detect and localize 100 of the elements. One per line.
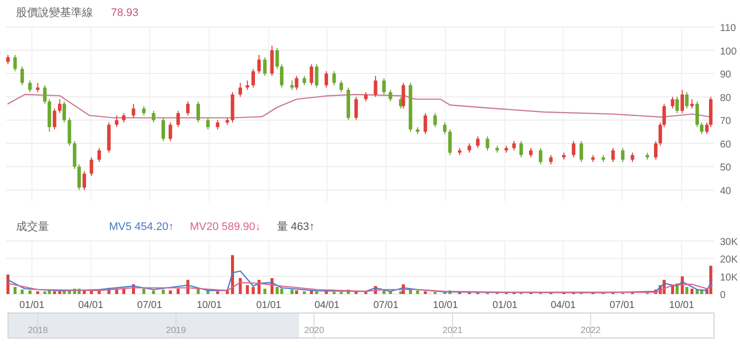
bar	[416, 290, 420, 294]
candlestick	[6, 54, 10, 65]
candlestick	[621, 148, 624, 163]
bar	[152, 290, 156, 294]
x2-tick-label: 2020	[304, 325, 324, 335]
candlestick	[90, 156, 94, 176]
candlestick	[162, 117, 166, 142]
y-tick-label: 0	[720, 290, 726, 301]
candlestick	[324, 70, 328, 88]
x2-tick-label: 2018	[28, 325, 48, 335]
candlestick	[538, 148, 542, 165]
candlestick	[77, 164, 81, 190]
bar	[290, 290, 294, 294]
candlestick	[275, 47, 279, 70]
x2-tick-label: 2021	[442, 325, 463, 335]
candlestick	[468, 142, 472, 154]
candlestick	[339, 80, 343, 93]
bar	[162, 290, 165, 294]
bar	[246, 285, 249, 294]
candlestick	[58, 98, 62, 114]
candlestick	[270, 45, 274, 76]
candlestick	[549, 154, 553, 165]
candlestick	[654, 140, 658, 160]
candlestick	[310, 64, 314, 86]
x-tick-label: 07/01	[610, 300, 636, 311]
text: 量 463↑	[276, 221, 315, 233]
candlestick	[122, 112, 126, 123]
y-tick-label: 110	[720, 23, 736, 34]
candlestick	[280, 64, 284, 88]
y-tick-label: 40	[720, 186, 732, 197]
y-tick-label: 10K	[720, 272, 738, 284]
bar	[315, 291, 318, 294]
chart-subtitle: 78.93	[111, 7, 139, 19]
candlestick	[364, 92, 368, 102]
candlestick	[168, 122, 172, 142]
candlestick	[680, 89, 684, 114]
bar	[276, 286, 279, 294]
y-tick-label: 50	[720, 162, 732, 174]
bar	[168, 290, 172, 294]
y-tick-label: 70	[720, 116, 732, 128]
text: MV20 589.90↓	[190, 221, 261, 233]
bar	[115, 290, 118, 294]
bar	[424, 291, 427, 294]
bar	[690, 288, 694, 294]
x-tick-label: 01/01	[19, 300, 45, 311]
candlestick	[206, 117, 210, 130]
candlestick	[290, 80, 294, 90]
x-tick-label: 10/01	[432, 300, 458, 311]
candlestick	[382, 78, 386, 96]
candlestick	[142, 106, 146, 116]
bar	[382, 290, 386, 294]
candlestick	[36, 82, 40, 93]
y-tick-label: 80	[720, 92, 732, 104]
bar	[36, 291, 40, 294]
bar	[20, 290, 24, 294]
bar	[58, 291, 62, 294]
candlestick	[132, 103, 136, 118]
candlestick	[176, 110, 180, 128]
x2-tick-label: 2019	[166, 325, 186, 335]
candlestick	[424, 112, 428, 135]
x-tick-label: 07/01	[373, 300, 399, 311]
bar	[142, 288, 146, 294]
x-tick-label: 04/01	[314, 300, 340, 311]
candlestick	[43, 84, 47, 104]
candlestick	[294, 75, 298, 90]
bar	[28, 290, 32, 294]
candlestick	[263, 56, 267, 76]
x-tick-label: 04/01	[550, 300, 576, 311]
candlestick	[572, 140, 576, 158]
candlestick	[186, 100, 190, 116]
bar	[14, 286, 17, 294]
candlestick	[13, 54, 17, 72]
bar	[176, 288, 180, 294]
candlestick	[238, 82, 242, 98]
candlestick	[97, 148, 101, 163]
candlestick	[670, 96, 674, 109]
candlestick	[246, 80, 250, 90]
bar	[685, 286, 688, 294]
candlestick	[257, 54, 261, 74]
x-tick-label: 07/01	[137, 300, 163, 311]
candlestick	[443, 122, 447, 135]
bar	[302, 291, 306, 294]
candlestick	[196, 100, 200, 123]
x-tick-label: 10/01	[669, 300, 695, 311]
bar	[6, 274, 10, 294]
candlestick	[486, 136, 490, 151]
chart-title: 股價說變基準線	[16, 6, 93, 19]
bar	[324, 291, 328, 294]
chart-title: 成交量	[16, 220, 49, 233]
candlestick	[630, 152, 634, 163]
bar	[252, 286, 255, 294]
candlestick	[28, 80, 32, 93]
candlestick	[62, 100, 66, 123]
y-tick-label: 20K	[720, 254, 738, 266]
candlestick	[695, 100, 699, 128]
candlestick	[72, 140, 76, 170]
candlestick	[374, 75, 378, 98]
x-tick-label: 04/01	[78, 300, 104, 311]
text: MV5 454.20↑	[109, 221, 174, 233]
candlestick	[82, 170, 86, 190]
